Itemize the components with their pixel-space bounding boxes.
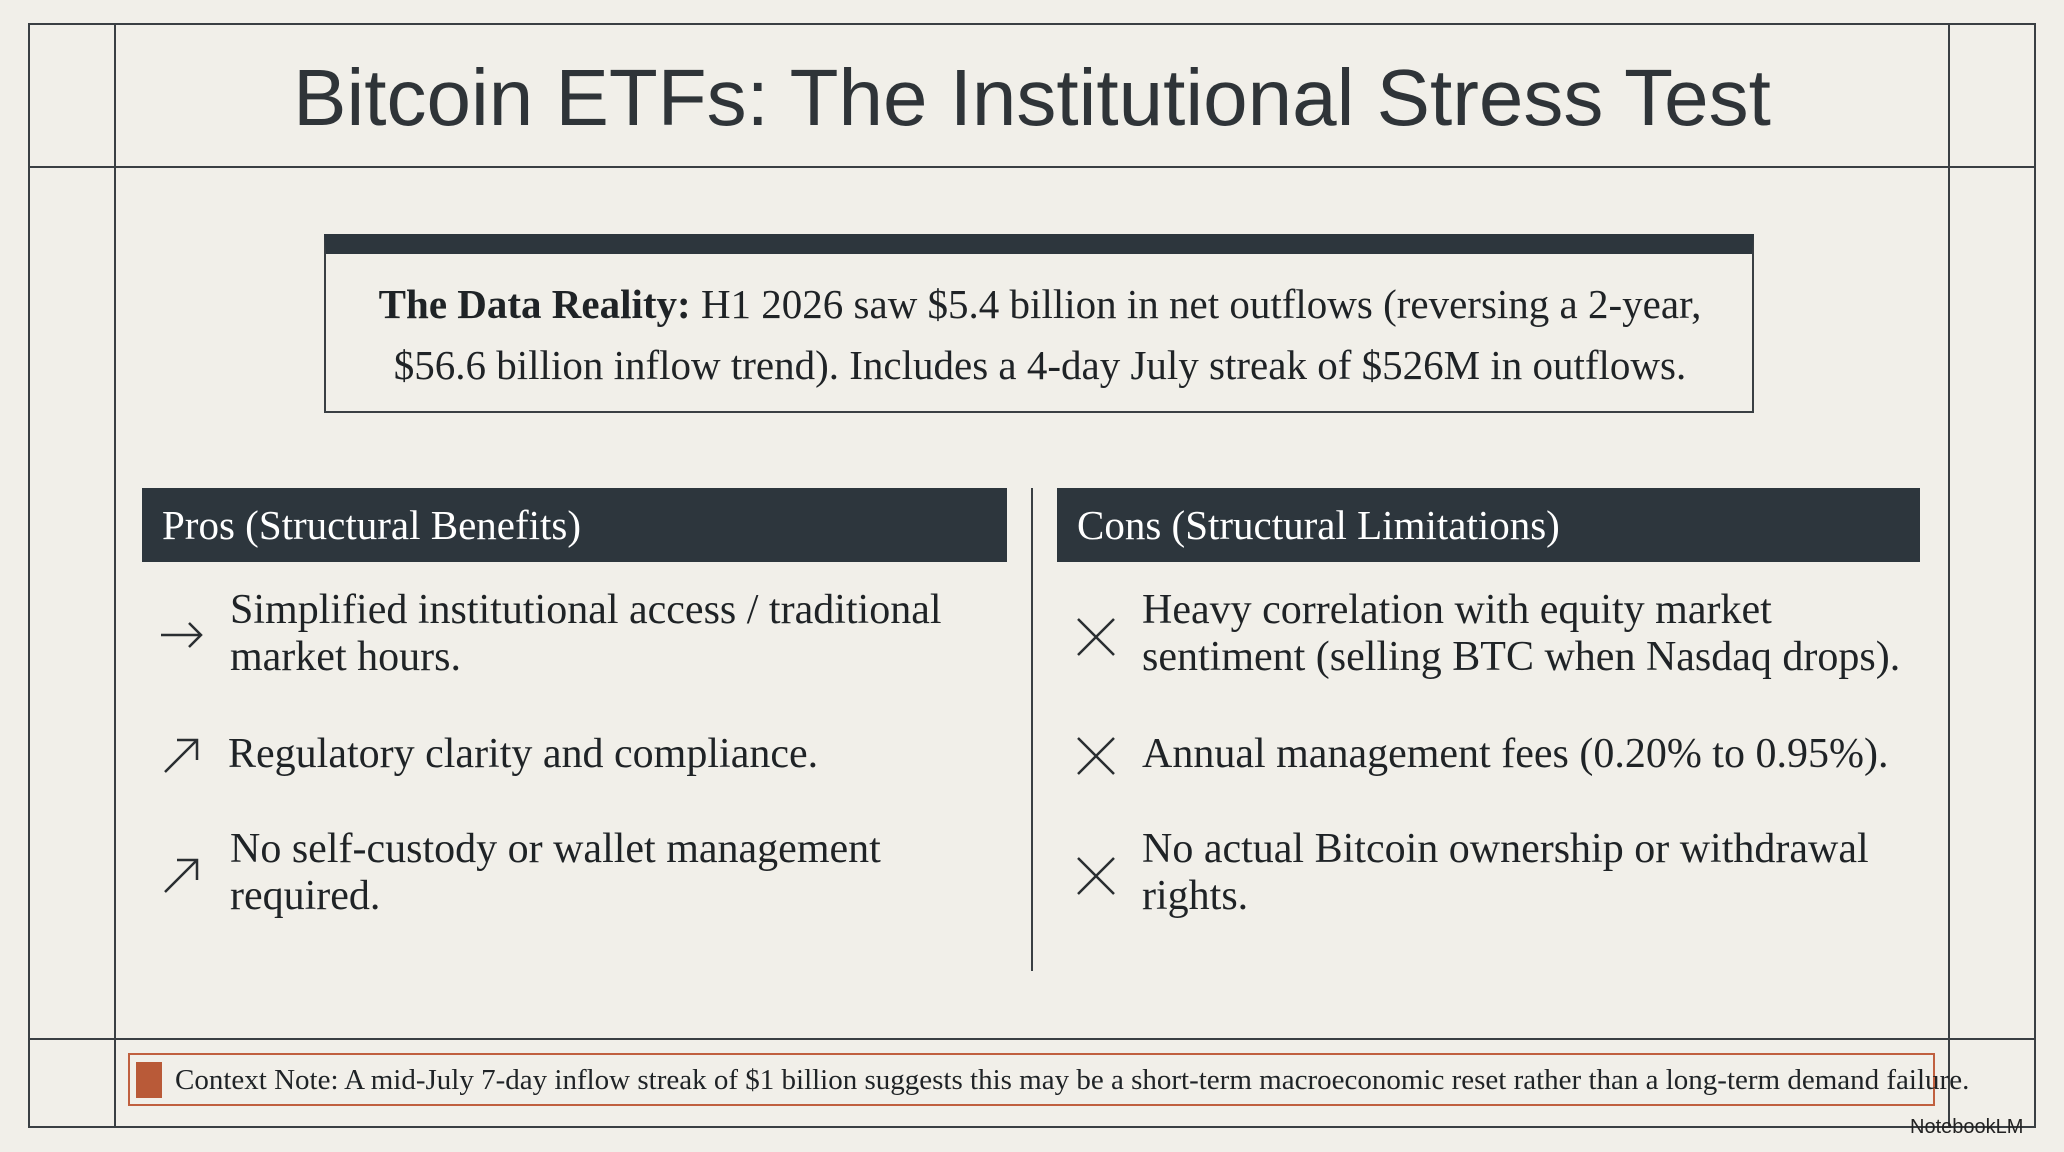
- pro-item: Simplified institutional access / tradit…: [230, 587, 942, 680]
- watermark: NotebookLM: [1910, 1116, 2024, 1138]
- pro-item: Regulatory clarity and compliance.: [228, 731, 819, 777]
- x-icon: [1077, 857, 1115, 895]
- arrow-icon: [161, 622, 203, 648]
- data-label: The Data Reality:: [378, 281, 691, 327]
- pros-heading: Pros (Structural Benefits): [142, 488, 1007, 562]
- con-item: Heavy correlation with equity market sen…: [1142, 587, 1901, 680]
- data-box: [324, 234, 1754, 413]
- frame-line: [28, 23, 2036, 25]
- frame-line: [1948, 23, 1950, 1128]
- frame-line: [28, 1126, 2036, 1128]
- data-body: H1 2026 saw $5.4 billion in net outflows…: [393, 281, 1702, 388]
- cons-heading: Cons (Structural Limitations): [1057, 488, 1920, 562]
- frame-line: [28, 23, 30, 1128]
- con-item: No actual Bitcoin ownership or withdrawa…: [1142, 826, 1869, 919]
- title: Bitcoin ETFs: The Institutional Stress T…: [293, 53, 1771, 142]
- data-text: The Data Reality: H1 2026 saw $5.4 billi…: [350, 274, 1730, 396]
- divider: [1031, 488, 1033, 971]
- arrow-icon: [164, 858, 199, 893]
- pro-item: No self-custody or wallet management req…: [230, 826, 881, 919]
- context-note: Context Note: A mid-July 7-day inflow st…: [175, 1064, 1970, 1096]
- context-note-box: [128, 1053, 1935, 1106]
- frame-line: [2034, 23, 2036, 1128]
- frame-line: [28, 1038, 2036, 1040]
- frame-line: [28, 166, 2036, 168]
- arrow-icon: [164, 738, 199, 773]
- frame-line: [114, 23, 116, 1128]
- note-marker: [136, 1062, 162, 1098]
- x-icon: [1077, 618, 1115, 656]
- x-icon: [1077, 737, 1115, 775]
- con-item: Annual management fees (0.20% to 0.95%).: [1142, 731, 1889, 777]
